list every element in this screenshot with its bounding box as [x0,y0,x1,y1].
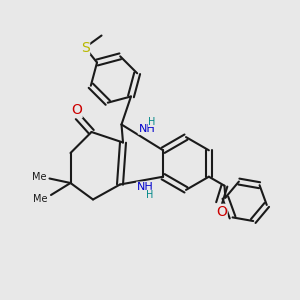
Text: O: O [216,205,227,218]
Text: Me: Me [33,194,48,205]
Text: NH: NH [137,182,154,192]
Text: O: O [71,103,82,117]
Text: S: S [81,40,89,55]
Text: H: H [146,190,154,200]
Text: NH: NH [138,124,155,134]
Text: H: H [148,117,156,127]
Text: Me: Me [32,172,46,182]
